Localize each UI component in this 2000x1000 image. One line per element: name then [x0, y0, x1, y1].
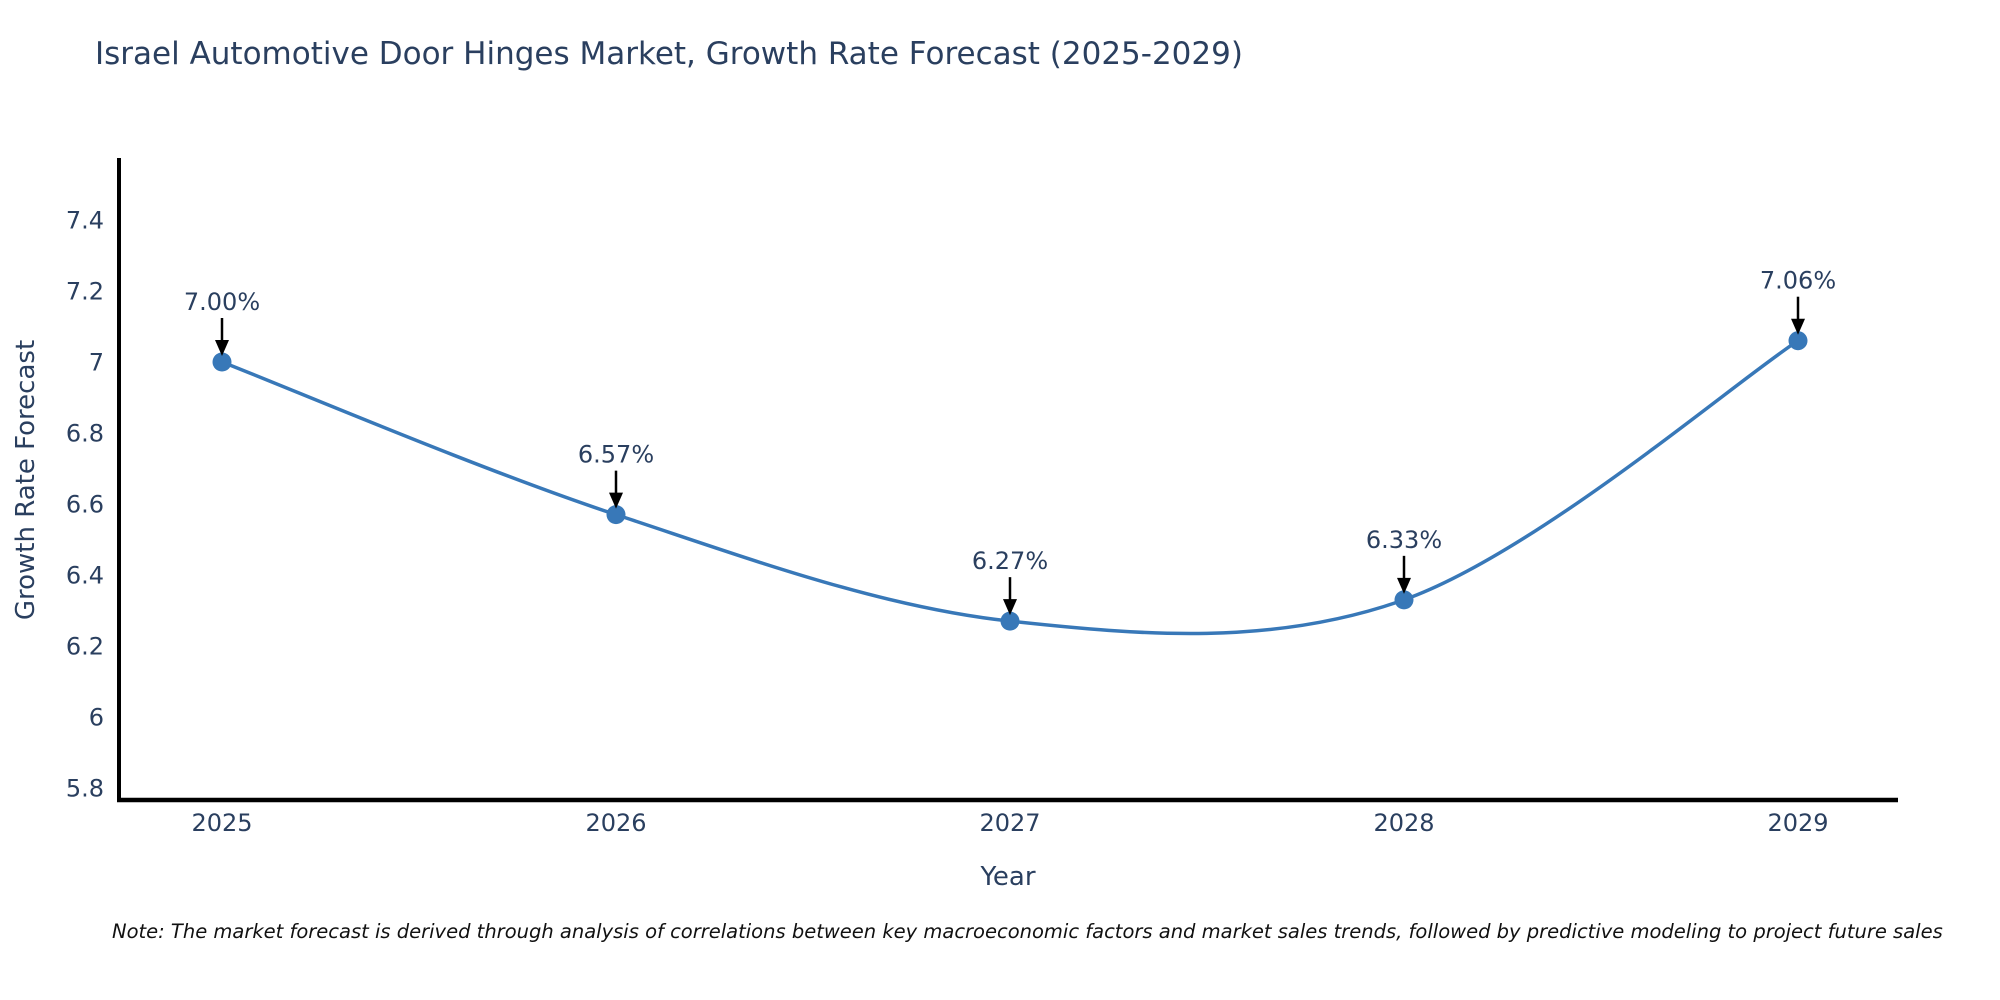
annotation-arrowhead-icon	[1397, 577, 1411, 594]
point-label: 7.06%	[1760, 267, 1836, 295]
annotation-arrowhead-icon	[1003, 599, 1017, 616]
y-tick-label: 6.2	[66, 633, 104, 661]
x-tick-label: 2027	[979, 809, 1040, 837]
y-tick-label: 6.8	[66, 420, 104, 448]
data-point-marker	[1000, 611, 1020, 631]
annotation-arrowhead-icon	[609, 492, 623, 509]
chart-title: Israel Automotive Door Hinges Market, Gr…	[95, 36, 1243, 72]
note-text: Note: The market forecast is derived thr…	[112, 920, 1943, 943]
x-tick-label: 2028	[1373, 809, 1434, 837]
x-tick-label: 2029	[1767, 809, 1828, 837]
annotation-arrowhead-icon	[1791, 318, 1805, 335]
point-label: 6.27%	[972, 547, 1048, 575]
y-tick-label: 6.4	[66, 562, 104, 590]
data-point-marker	[606, 505, 626, 525]
y-tick-label: 6	[89, 704, 104, 732]
data-point-marker	[1788, 331, 1808, 351]
annotation-arrowhead-icon	[215, 340, 229, 356]
data-point-marker	[212, 352, 232, 372]
x-tick-label: 2025	[191, 809, 252, 837]
point-label: 6.33%	[1366, 526, 1442, 554]
data-point-marker	[1394, 590, 1414, 610]
y-tick-label: 5.8	[66, 775, 104, 803]
y-tick-label: 7	[89, 349, 104, 377]
y-tick-label: 7.2	[66, 278, 104, 306]
y-axis-title: Growth Rate Forecast	[11, 340, 41, 620]
y-tick-label: 7.4	[66, 207, 104, 235]
x-axis-title: Year	[979, 862, 1035, 892]
y-tick-label: 6.6	[66, 491, 104, 519]
point-label: 6.57%	[578, 441, 654, 469]
x-tick-label: 2026	[585, 809, 646, 837]
point-label: 7.00%	[184, 288, 260, 316]
